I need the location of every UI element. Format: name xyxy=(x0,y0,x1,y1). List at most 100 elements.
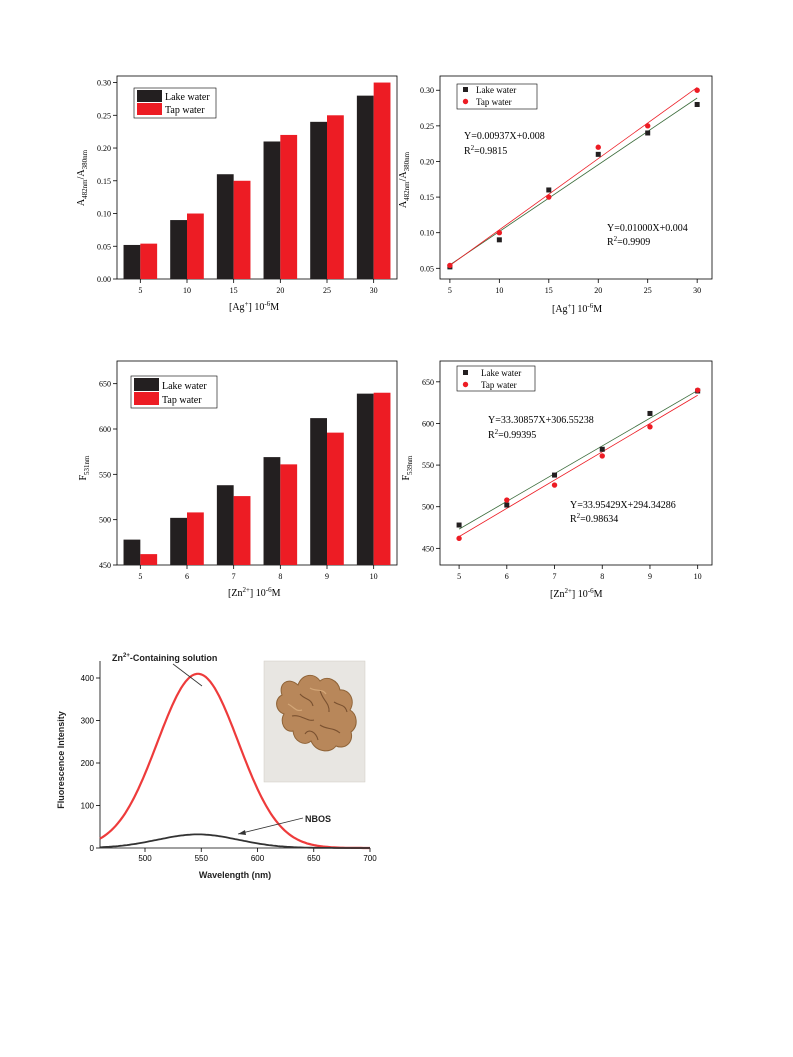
y-tick-label: 0.00 xyxy=(97,275,111,284)
arrowhead-nbos xyxy=(238,830,246,835)
x-tick-label: 8 xyxy=(278,572,282,581)
fluorescence-spectrum-chart: 0 100 200 300 400 500 550 600 650 700 Zn2+-Conta… xyxy=(56,653,377,880)
point-lake xyxy=(647,410,653,416)
x-tick-label: 5 xyxy=(138,572,142,581)
legend: Lake water Tap water xyxy=(456,365,536,392)
bar-tap xyxy=(140,554,158,565)
fit-r2-lake: R2=0.9815 xyxy=(464,144,507,157)
point-lake xyxy=(645,130,651,136)
y-axis-label: F539nm xyxy=(401,455,414,481)
x-tick-label: 10 xyxy=(183,286,191,295)
y-axis-label: Fluorescence Intensity xyxy=(56,711,66,809)
fit-equation-tap: Y=33.95429X+294.34286 xyxy=(570,500,676,511)
point-lake xyxy=(694,101,700,107)
y-tick-label: 600 xyxy=(99,425,111,434)
x-axis-label: [Zn2+] 10-6M xyxy=(550,587,603,600)
y-tick-label: 0.10 xyxy=(420,229,434,238)
plot-frame xyxy=(439,75,713,280)
bar-lake xyxy=(356,95,374,279)
bar-tap xyxy=(280,134,298,279)
legend-marker-tap xyxy=(462,381,469,388)
fit-equation-lake: Y=33.30857X+306.55238 xyxy=(488,415,594,426)
y-tick-label: 500 xyxy=(99,516,111,525)
fit-line-lake xyxy=(458,390,698,530)
point-lake xyxy=(546,187,552,193)
fit-equation-tap: Y=0.01000X+0.004 xyxy=(607,223,688,234)
x-tick-label: 5 xyxy=(457,572,461,581)
x-tick-label: 30 xyxy=(693,286,701,295)
fit-line-lake xyxy=(449,97,698,266)
point-tap xyxy=(599,453,605,459)
walnut-photo xyxy=(263,660,366,783)
fit-line-tap xyxy=(458,394,698,537)
legend: Lake water Tap water xyxy=(456,83,538,110)
y-tick-label: 200 xyxy=(81,759,95,768)
bar-lake xyxy=(216,485,234,565)
y-axis-label: A482nm/A380nm xyxy=(76,149,89,206)
plot-frame xyxy=(116,75,398,280)
legend-swatch-lake xyxy=(137,90,162,102)
y-tick-label: 0.30 xyxy=(420,86,434,95)
point-tap xyxy=(647,424,653,430)
x-tick-label: 700 xyxy=(363,854,377,863)
y-tick-label: 450 xyxy=(99,561,111,570)
x-tick-label: 15 xyxy=(230,286,238,295)
y-tick-label: 0.15 xyxy=(420,193,434,202)
x-tick-label: 7 xyxy=(553,572,557,581)
bar-tap xyxy=(233,180,251,279)
x-tick-label: 650 xyxy=(307,854,321,863)
bar-tap xyxy=(187,213,204,279)
point-lake xyxy=(456,522,462,528)
point-tap xyxy=(595,144,601,150)
y-tick-label: 0.25 xyxy=(97,111,111,120)
x-tick-label: 25 xyxy=(644,286,652,295)
series-line-nbos xyxy=(99,833,370,849)
walnut-kernel xyxy=(276,674,357,752)
y-tick-label: 0.25 xyxy=(420,122,434,131)
annotation-nbos-label: NBOS xyxy=(305,814,331,824)
bar-lake xyxy=(310,121,327,279)
point-tap xyxy=(456,535,462,542)
x-tick-label: 10 xyxy=(694,572,702,581)
annotation-arrow-nbos xyxy=(237,817,304,835)
legend: Lake water Tap water xyxy=(130,375,218,409)
y-tick-label: 100 xyxy=(81,802,95,811)
x-tick-label: 5 xyxy=(448,286,452,295)
legend-marker-tap xyxy=(462,98,469,105)
x-tick-label: 10 xyxy=(370,572,378,581)
zn-scatter-chart: 450 500 550 600 650 5 6 7 8 9 10 Lake water Tap w… xyxy=(401,360,713,600)
point-tap xyxy=(551,482,558,488)
fit-equation-lake: Y=0.00937X+0.008 xyxy=(464,131,545,142)
point-tap xyxy=(546,194,552,200)
bar-lake xyxy=(263,141,281,279)
x-tick-label: 6 xyxy=(185,572,189,581)
legend: Lake water Tap water xyxy=(133,87,217,119)
legend-label-lake: Lake water xyxy=(165,92,210,103)
point-lake xyxy=(599,446,605,452)
x-tick-label: 550 xyxy=(195,854,209,863)
x-tick-label: 20 xyxy=(594,286,602,295)
bar-lake xyxy=(170,517,187,565)
x-tick-label: 8 xyxy=(600,572,604,581)
point-tap xyxy=(645,123,651,129)
bar-tap xyxy=(327,115,344,280)
y-tick-label: 650 xyxy=(422,378,434,387)
legend-marker-lake xyxy=(463,370,468,375)
fit-line-tap xyxy=(449,87,698,266)
y-tick-label: 600 xyxy=(422,419,434,428)
walnut-highlights xyxy=(287,687,327,712)
x-tick-label: 9 xyxy=(325,572,329,581)
y-tick-label: 450 xyxy=(422,544,434,553)
legend-swatch-tap xyxy=(134,392,159,405)
legend-label-tap: Tap water xyxy=(481,380,517,390)
x-tick-label: 15 xyxy=(545,286,553,295)
fit-r2-tap: R2=0.9909 xyxy=(607,235,650,248)
x-axis-label: Wavelength (nm) xyxy=(199,870,271,880)
y-tick-label: 0.10 xyxy=(97,210,111,219)
x-tick-label: 7 xyxy=(232,572,236,581)
legend-marker-lake xyxy=(463,87,468,92)
y-tick-label: 400 xyxy=(81,674,95,683)
bar-tap xyxy=(233,496,251,565)
y-tick-label: 0.05 xyxy=(420,264,434,273)
